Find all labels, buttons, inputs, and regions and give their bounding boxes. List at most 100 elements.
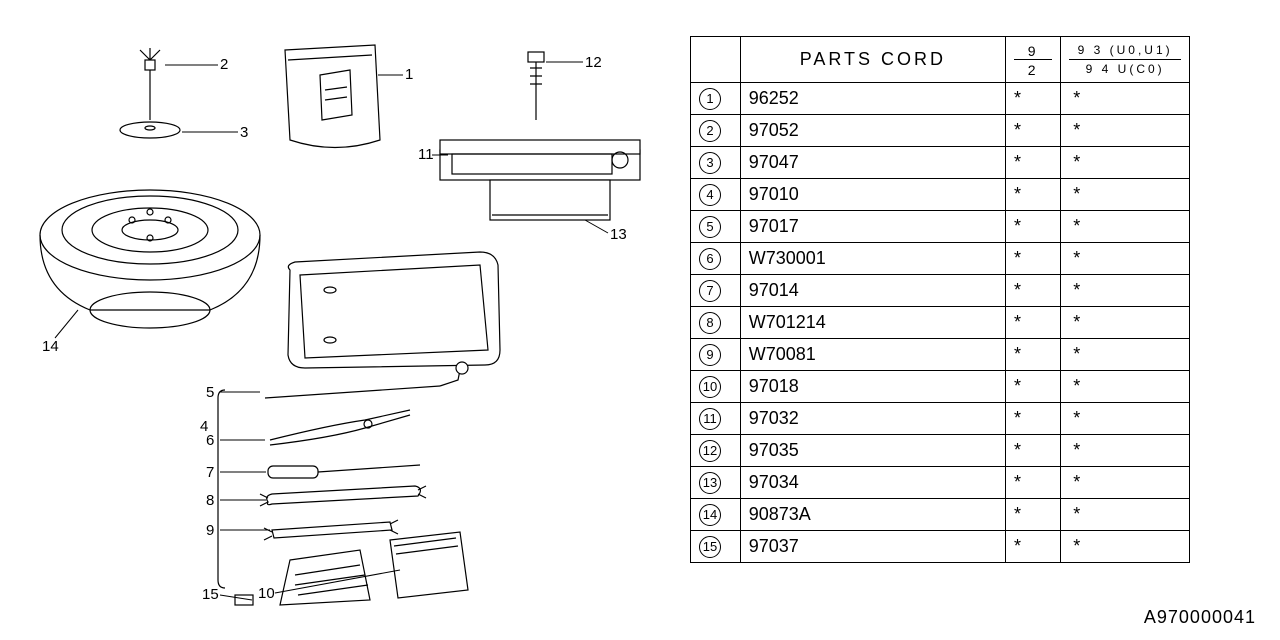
callout-9: 9 [206,522,214,539]
table-row: 8W701214** [691,307,1190,339]
callout-12: 12 [585,54,602,71]
row-m1: * [1006,275,1061,307]
row-m2: * [1061,179,1190,211]
row-m1: * [1006,147,1061,179]
row-code: 97014 [740,275,1005,307]
row-m1: * [1006,211,1061,243]
row-m1: * [1006,403,1061,435]
row-m2: * [1061,531,1190,563]
row-code: 97017 [740,211,1005,243]
row-num: 4 [691,179,741,211]
diagram-svg [20,20,660,620]
callout-2: 2 [220,56,228,73]
row-code: 90873A [740,499,1005,531]
part-pliers [270,410,410,445]
part-spare-tire [40,190,260,328]
table-row: 6W730001** [691,243,1190,275]
callout-1: 1 [405,66,413,83]
row-m2: * [1061,403,1190,435]
parts-table-container: PARTS CORD 9 2 9 3 (U0,U1) 9 4 U(C0) 196… [690,36,1190,563]
row-num: 12 [691,435,741,467]
row-m1: * [1006,435,1061,467]
row-code: 97037 [740,531,1005,563]
table-row: 1597037** [691,531,1190,563]
table-row: 397047** [691,147,1190,179]
row-m1: * [1006,371,1061,403]
callout-10: 10 [258,585,275,602]
row-m2: * [1061,83,1190,115]
callout-3: 3 [240,124,248,141]
callout-6: 6 [206,432,214,449]
row-m2: * [1061,243,1190,275]
row-code: 96252 [740,83,1005,115]
part-wrench-large [260,486,426,506]
row-m2: * [1061,339,1190,371]
callout-13: 13 [610,226,627,243]
row-num: 7 [691,275,741,307]
row-code: 97018 [740,371,1005,403]
row-code: 97047 [740,147,1005,179]
row-code: 97034 [740,467,1005,499]
part-jack-assembly [440,52,640,220]
part-spacer-disc [120,122,180,138]
row-m2: * [1061,435,1190,467]
row-m2: * [1061,467,1190,499]
part-tool-bag [285,45,380,148]
row-num: 13 [691,467,741,499]
row-m2: * [1061,499,1190,531]
callout-7: 7 [206,464,214,481]
row-num: 8 [691,307,741,339]
row-num: 6 [691,243,741,275]
header-parts-cord: PARTS CORD [740,37,1005,83]
header-col1: 9 2 [1006,37,1061,83]
part-clamp-bolt [140,48,160,120]
row-num: 11 [691,403,741,435]
row-code: 97032 [740,403,1005,435]
row-m1: * [1006,115,1061,147]
row-m2: * [1061,147,1190,179]
row-code: W730001 [740,243,1005,275]
table-row: 196252** [691,83,1190,115]
header-col1-bottom: 2 [1014,60,1052,79]
header-col2-top: 9 3 (U0,U1) [1069,41,1181,60]
row-code: 97035 [740,435,1005,467]
table-row: 1297035** [691,435,1190,467]
row-m2: * [1061,115,1190,147]
row-m2: * [1061,211,1190,243]
row-num: 14 [691,499,741,531]
row-num: 15 [691,531,741,563]
table-row: 297052** [691,115,1190,147]
part-tool-tray [288,252,500,368]
part-wrench-small [264,520,398,540]
row-m2: * [1061,371,1190,403]
row-m2: * [1061,275,1190,307]
header-blank [691,37,741,83]
part-screwdriver [268,465,420,478]
row-num: 10 [691,371,741,403]
row-num: 1 [691,83,741,115]
table-row: 1490873A** [691,499,1190,531]
row-m1: * [1006,531,1061,563]
table-row: 797014** [691,275,1190,307]
parts-table: PARTS CORD 9 2 9 3 (U0,U1) 9 4 U(C0) 196… [690,36,1190,563]
table-row: 9W70081** [691,339,1190,371]
table-row: 1397034** [691,467,1190,499]
callout-14: 14 [42,338,59,355]
callout-8: 8 [206,492,214,509]
table-row: 1097018** [691,371,1190,403]
table-row: 497010** [691,179,1190,211]
header-col1-top: 9 [1014,41,1052,60]
row-code: W701214 [740,307,1005,339]
table-row: 597017** [691,211,1190,243]
header-col2: 9 3 (U0,U1) 9 4 U(C0) [1061,37,1190,83]
row-num: 3 [691,147,741,179]
callout-15: 15 [202,586,219,603]
row-m1: * [1006,307,1061,339]
callout-5: 5 [206,384,214,401]
row-code: 97010 [740,179,1005,211]
row-code: 97052 [740,115,1005,147]
row-num: 2 [691,115,741,147]
row-code: W70081 [740,339,1005,371]
table-row: 1197032** [691,403,1190,435]
callout-11: 11 [418,146,434,163]
